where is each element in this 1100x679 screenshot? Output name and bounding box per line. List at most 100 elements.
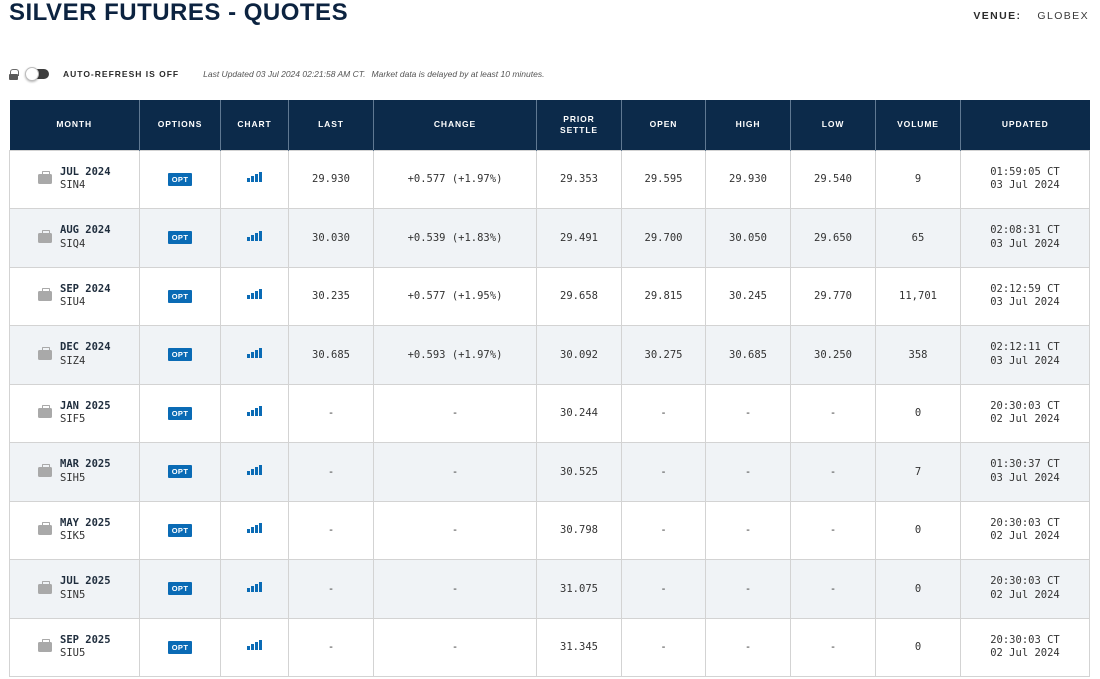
volume-cell: 0	[875, 500, 961, 560]
col-header-prior-settle[interactable]: PRIOR SETTLE	[536, 100, 622, 150]
volume-cell: 9	[875, 149, 961, 209]
briefcase-icon[interactable]	[38, 288, 52, 302]
month-text: AUG 2024 SIQ4	[60, 224, 111, 251]
col-header-low[interactable]: LOW	[790, 100, 876, 150]
bar-chart-bar-2	[251, 410, 254, 417]
month-cell[interactable]: MAY 2025 SIK5	[9, 500, 140, 560]
updated-date: 03 Jul 2024	[990, 296, 1060, 309]
updated-date: 03 Jul 2024	[990, 354, 1060, 367]
open-cell: 29.595	[621, 149, 706, 209]
change-cell: -	[373, 500, 537, 560]
opt-button[interactable]: OPT	[167, 406, 193, 420]
updated-cell: 02:08:31 CT 03 Jul 2024	[960, 208, 1090, 268]
col-header-change[interactable]: CHANGE	[373, 100, 537, 150]
bar-chart-icon[interactable]	[247, 289, 262, 300]
col-header-month[interactable]: MONTH	[9, 100, 140, 150]
month-cell[interactable]: JUL 2024 SIN4	[9, 149, 140, 209]
col-header-last[interactable]: LAST	[288, 100, 374, 150]
volume-cell: 65	[875, 208, 961, 268]
auto-refresh-toggle[interactable]	[25, 67, 49, 81]
month-cell[interactable]: MAR 2025 SIH5	[9, 442, 140, 502]
month-cell[interactable]: JUL 2025 SIN5	[9, 559, 140, 619]
bar-chart-icon[interactable]	[247, 347, 262, 358]
opt-button[interactable]: OPT	[167, 172, 193, 186]
opt-button[interactable]: OPT	[167, 582, 193, 596]
bar-chart-bar-2	[251, 351, 254, 358]
bar-chart-bar-1	[247, 178, 250, 183]
bar-chart-bar-4	[259, 347, 262, 358]
low-cell: -	[790, 559, 876, 619]
month-cell[interactable]: SEP 2024 SIU4	[9, 266, 140, 326]
col-header-updated[interactable]: UPDATED	[960, 100, 1090, 150]
briefcase-icon[interactable]	[38, 580, 52, 594]
bar-chart-bar-3	[255, 466, 258, 475]
briefcase-icon[interactable]	[38, 463, 52, 477]
bar-chart-icon[interactable]	[247, 464, 262, 475]
bar-chart-bar-3	[255, 642, 258, 651]
opt-button[interactable]: OPT	[167, 465, 193, 479]
bar-chart-icon[interactable]	[247, 172, 262, 183]
last-cell: 29.930	[288, 149, 374, 209]
month-text: SEP 2024 SIU4	[60, 283, 111, 310]
last-updated-text: Last Updated 03 Jul 2024 02:21:58 AM CT.	[203, 69, 366, 79]
bar-chart-icon[interactable]	[247, 523, 262, 534]
table-row: JAN 2025 SIF5 OPT - - 30.244 - - - 0 20:…	[9, 383, 1090, 443]
contract-month: SEP 2025	[60, 633, 111, 646]
col-header-open[interactable]: OPEN	[621, 100, 706, 150]
auto-refresh-label: AUTO-REFRESH IS OFF	[63, 69, 180, 79]
bar-chart-icon[interactable]	[247, 230, 262, 241]
table-row: JUL 2025 SIN5 OPT - - 31.075 - - - 0 20:…	[9, 559, 1090, 619]
last-cell: 30.030	[288, 208, 374, 268]
low-cell: -	[790, 442, 876, 502]
briefcase-icon[interactable]	[38, 346, 52, 360]
month-cell[interactable]: DEC 2024 SIZ4	[9, 325, 140, 385]
bar-chart-icon[interactable]	[247, 581, 262, 592]
updated-time: 20:30:03 CT	[990, 633, 1060, 646]
contract-month: SEP 2024	[60, 282, 111, 295]
options-cell: OPT	[139, 208, 221, 268]
briefcase-icon[interactable]	[38, 522, 52, 536]
prior-settle-cell: 30.798	[536, 500, 622, 560]
updated-time: 02:08:31 CT	[990, 224, 1060, 237]
low-cell: -	[790, 500, 876, 560]
volume-cell: 0	[875, 559, 961, 619]
prior-settle-cell: 31.345	[536, 617, 622, 677]
contract-code: SIN4	[60, 179, 86, 192]
chart-cell	[220, 500, 289, 560]
table-row: MAR 2025 SIH5 OPT - - 30.525 - - - 7 01:…	[9, 442, 1090, 502]
updated-date: 03 Jul 2024	[990, 179, 1060, 192]
chart-cell	[220, 208, 289, 268]
prior-settle-cell: 30.092	[536, 325, 622, 385]
opt-button[interactable]: OPT	[167, 640, 193, 654]
briefcase-icon[interactable]	[38, 229, 52, 243]
opt-button[interactable]: OPT	[167, 231, 193, 245]
opt-button[interactable]: OPT	[167, 348, 193, 362]
bar-chart-bar-3	[255, 408, 258, 417]
month-cell[interactable]: SEP 2025 SIU5	[9, 617, 140, 677]
last-cell: 30.685	[288, 325, 374, 385]
updated-date: 02 Jul 2024	[990, 647, 1060, 660]
chart-cell	[220, 559, 289, 619]
col-header-volume[interactable]: VOLUME	[875, 100, 961, 150]
toggle-knob[interactable]	[25, 67, 39, 81]
month-cell[interactable]: JAN 2025 SIF5	[9, 383, 140, 443]
low-cell: 29.650	[790, 208, 876, 268]
col-header-high[interactable]: HIGH	[705, 100, 791, 150]
updated-time: 01:30:37 CT	[990, 458, 1060, 471]
month-cell[interactable]: AUG 2024 SIQ4	[9, 208, 140, 268]
briefcase-icon[interactable]	[38, 405, 52, 419]
bar-chart-icon[interactable]	[247, 640, 262, 651]
contract-code: SIK5	[60, 530, 86, 543]
bar-chart-icon[interactable]	[247, 406, 262, 417]
col-header-options: OPTIONS	[139, 100, 221, 150]
options-cell: OPT	[139, 617, 221, 677]
last-cell: -	[288, 442, 374, 502]
venue-label: VENUE:	[973, 10, 1022, 22]
briefcase-icon[interactable]	[38, 171, 52, 185]
opt-button[interactable]: OPT	[167, 289, 193, 303]
bar-chart-bar-1	[247, 236, 250, 241]
contract-month: DEC 2024	[60, 341, 111, 354]
high-cell: 30.245	[705, 266, 791, 326]
opt-button[interactable]: OPT	[167, 523, 193, 537]
briefcase-icon[interactable]	[38, 639, 52, 653]
